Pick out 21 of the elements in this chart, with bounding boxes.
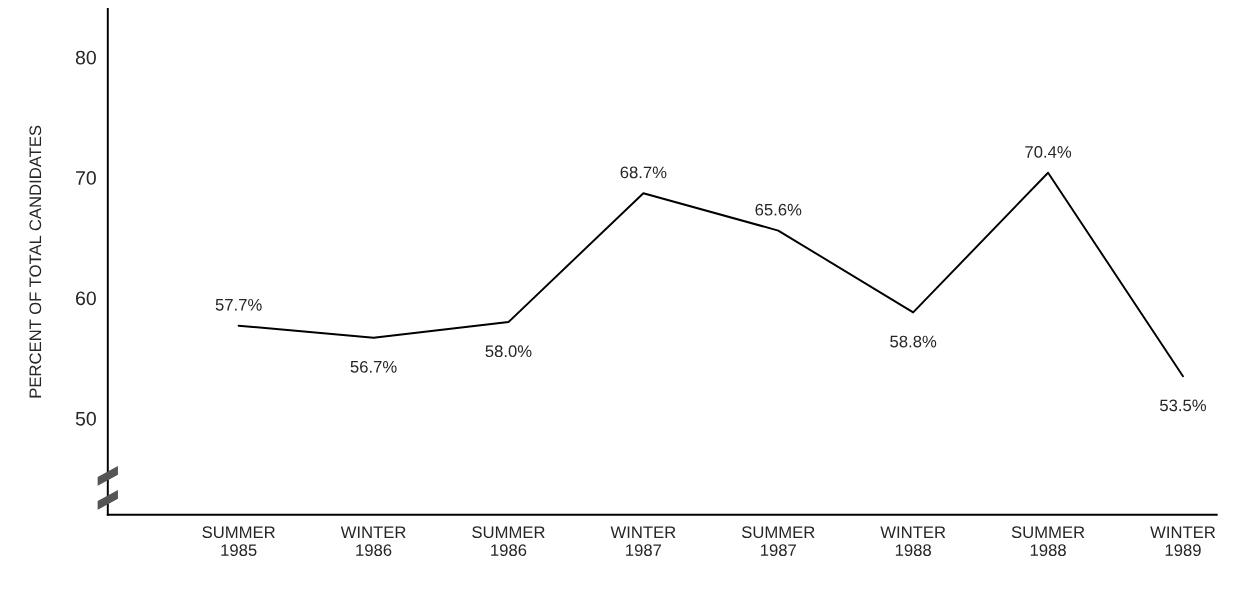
x-tick-label: SUMMER 1986 bbox=[472, 526, 545, 557]
x-tick-label: SUMMER 1988 bbox=[1011, 526, 1085, 557]
data-label: 57.7% bbox=[215, 298, 262, 311]
y-tick-label: 80 bbox=[75, 50, 96, 65]
data-label: 70.4% bbox=[1025, 146, 1072, 158]
x-tick-label: SUMMER 1987 bbox=[741, 526, 815, 557]
y-tick-label: 60 bbox=[76, 291, 96, 306]
data-label: 65.6% bbox=[755, 203, 802, 216]
x-tick-label: SUMMER 1985 bbox=[202, 526, 275, 557]
y-axis-title: PERCENT OF TOTAL CANDIDATES bbox=[29, 125, 42, 398]
x-tick-label: WINTER 1988 bbox=[880, 526, 946, 557]
x-tick-label: WINTER 1989 bbox=[1150, 526, 1216, 557]
x-tick-label: WINTER 1987 bbox=[610, 526, 676, 557]
y-tick-label: 50 bbox=[75, 411, 96, 426]
data-label: 56.7% bbox=[350, 360, 397, 373]
data-label: 58.8% bbox=[890, 335, 937, 348]
data-label: 53.5% bbox=[1160, 399, 1207, 412]
data-label: 58.0% bbox=[485, 345, 532, 358]
y-tick-label: 70 bbox=[76, 171, 96, 185]
data-label: 68.7% bbox=[620, 166, 667, 179]
x-tick-label: WINTER 1986 bbox=[340, 526, 406, 557]
